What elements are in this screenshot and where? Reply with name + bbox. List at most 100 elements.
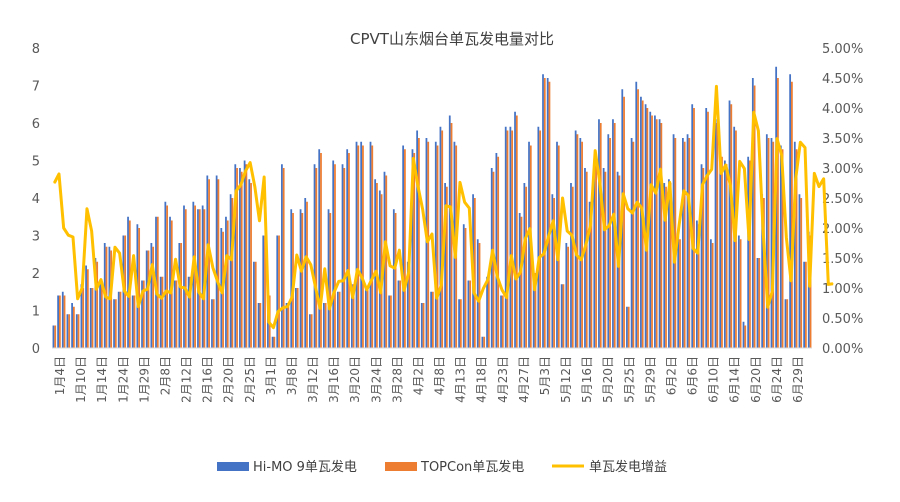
bar-topcon [236, 168, 238, 348]
bar-himo9 [378, 190, 381, 348]
line-gain-point [426, 241, 428, 243]
bar-topcon [506, 130, 509, 348]
line-gain-point [119, 252, 121, 254]
bar-topcon [716, 123, 719, 348]
y-left-tick-label: 4 [32, 192, 40, 207]
bar-himo9 [765, 134, 768, 348]
bar-himo9 [113, 299, 115, 348]
bar-himo9 [145, 250, 148, 348]
x-tick-label: 1月4日 [53, 356, 67, 395]
line-gain-point [263, 176, 265, 178]
line-gain-point [510, 255, 512, 257]
bar-topcon [567, 246, 569, 348]
line-gain-point [77, 298, 79, 300]
line-gain-point [645, 249, 648, 251]
bar-himo9 [504, 126, 507, 348]
line-gain-point [188, 296, 191, 298]
bar-topcon [63, 295, 66, 348]
bar-himo9 [537, 126, 540, 348]
y-right-tick-label: 1.00% [822, 282, 863, 297]
bar-topcon [623, 96, 625, 348]
bar-topcon [226, 220, 229, 348]
line-gain-point [347, 270, 349, 272]
bar-topcon [119, 291, 122, 348]
line-gain-point [641, 207, 643, 209]
line-gain-point [328, 308, 331, 310]
line-gain-point [557, 259, 559, 261]
line-gain-point [95, 288, 97, 290]
bar-topcon [72, 306, 75, 348]
bar-series-group [52, 66, 812, 348]
y-left-tick-label: 0 [32, 342, 40, 357]
legend: Hi-MO 9单瓦发电 TOPCon单瓦发电 单瓦发电增益 [217, 459, 667, 475]
bar-himo9 [229, 194, 232, 348]
y-right-axis: 0.00% 0.50% 1.00% 1.50% 2.00% 2.50% 3.00% 3.50%… [822, 42, 863, 357]
bar-topcon [418, 138, 420, 348]
bar-himo9 [336, 291, 339, 348]
line-gain-point [725, 164, 727, 166]
bar-topcon [515, 115, 518, 348]
bar-himo9 [225, 216, 227, 348]
bar-topcon [795, 149, 798, 348]
line-gain-point [538, 256, 540, 258]
line-gain-point [753, 111, 755, 113]
bar-himo9 [607, 134, 610, 348]
line-gain-point [566, 230, 568, 232]
bar-topcon [142, 280, 145, 348]
bar-topcon [590, 205, 593, 348]
line-gain-point [72, 236, 74, 238]
x-tick-label: 5月20日 [601, 356, 615, 403]
bar-himo9 [117, 291, 120, 348]
line-gain-point [319, 307, 321, 309]
bar-himo9 [434, 141, 437, 348]
line-gain-point [454, 256, 456, 258]
line-gain-point [547, 235, 550, 237]
line-gain-point [720, 172, 722, 174]
x-tick-label: 5月16日 [580, 356, 594, 403]
bar-himo9 [784, 299, 787, 348]
bar-himo9 [747, 156, 750, 348]
bar-topcon [651, 115, 653, 348]
bar-himo9 [737, 235, 740, 348]
bar-topcon [660, 123, 663, 348]
line-gain-point [650, 184, 652, 186]
line-gain-point [706, 175, 708, 177]
bar-himo9 [640, 96, 642, 348]
y-right-tick-label: 2.00% [822, 222, 863, 237]
line-gain-point [412, 157, 414, 159]
bar-topcon [310, 314, 313, 348]
x-tick-label: 4月23日 [496, 356, 510, 403]
bar-topcon [445, 186, 448, 348]
bar-himo9 [243, 160, 246, 348]
bar-himo9 [159, 276, 162, 348]
line-gain-point [585, 244, 587, 246]
bar-topcon [366, 288, 369, 348]
bar-topcon [138, 228, 141, 348]
bar-himo9 [360, 141, 363, 348]
bar-topcon [198, 209, 201, 348]
bar-himo9 [570, 183, 572, 348]
line-gain-point [151, 264, 153, 266]
bar-topcon [511, 130, 514, 348]
bar-himo9 [612, 119, 614, 348]
bar-topcon [147, 250, 150, 348]
bar-topcon [450, 123, 453, 348]
bar-himo9 [668, 179, 670, 348]
bar-himo9 [211, 299, 213, 348]
line-gain-point [827, 283, 829, 285]
bar-himo9 [719, 153, 722, 348]
bar-topcon [711, 243, 714, 348]
bar-himo9 [509, 126, 512, 348]
line-gain-point [244, 170, 247, 172]
y-left-axis: 0 1 2 3 4 5 6 7 8 [32, 42, 40, 357]
line-gain-point [664, 219, 666, 221]
bar-himo9 [150, 243, 153, 348]
bar-topcon [432, 291, 434, 348]
bar-topcon [539, 130, 542, 348]
x-tick-label: 4月2日 [412, 356, 426, 395]
bar-topcon [212, 299, 215, 348]
bar-himo9 [420, 303, 423, 348]
x-tick-label: 6月29日 [791, 356, 805, 403]
line-gain-point [450, 206, 452, 208]
line-gain-point [762, 228, 764, 230]
